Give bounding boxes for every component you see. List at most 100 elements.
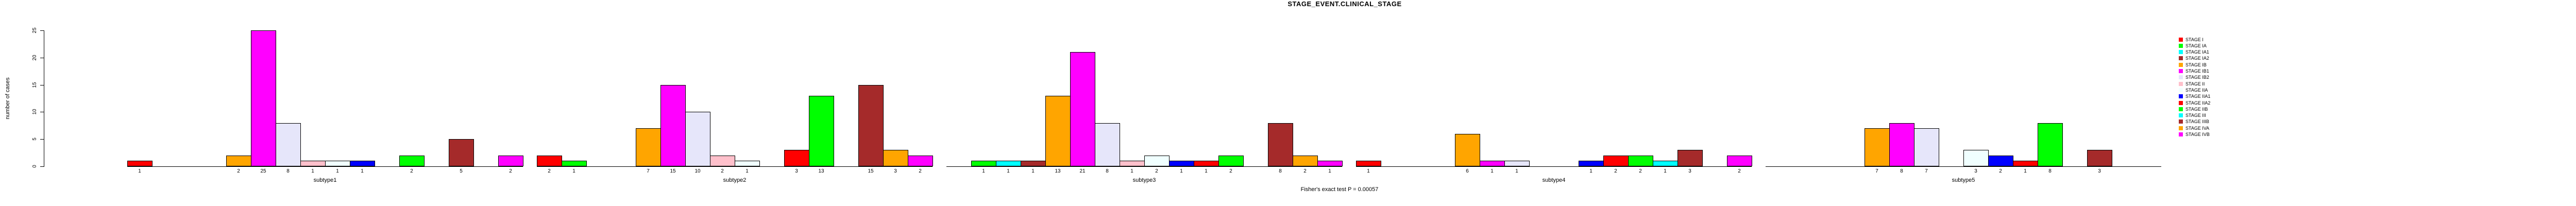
legend-item: STAGE IB <box>2179 61 2207 68</box>
bar <box>276 123 301 166</box>
bar <box>883 150 908 166</box>
bar-count-label: 3 <box>1974 168 1977 174</box>
bar <box>1914 128 1939 166</box>
bar <box>735 161 760 166</box>
bar-count-label: 1 <box>1490 168 1494 174</box>
legend-item: STAGE IIIB <box>2179 118 2209 125</box>
bar-count-label: 1 <box>336 168 339 174</box>
bar <box>127 161 152 166</box>
bar <box>498 156 523 166</box>
legend-swatch <box>2179 94 2183 99</box>
legend-swatch <box>2179 50 2183 55</box>
legend-label: STAGE I <box>2185 37 2204 42</box>
bar <box>1356 161 1381 166</box>
bar <box>1317 161 1343 166</box>
bar-count-label: 13 <box>818 168 824 174</box>
legend-label: STAGE IA <box>2185 43 2207 48</box>
bar <box>660 85 686 166</box>
bar <box>251 30 276 166</box>
legend-swatch <box>2179 119 2183 124</box>
group-label: subtype3 <box>1132 177 1156 183</box>
x-axis-line <box>1356 166 1752 167</box>
bar <box>562 161 587 166</box>
bar <box>399 156 425 166</box>
group-label: subtype4 <box>1542 177 1566 183</box>
bar-count-label: 7 <box>1925 168 1928 174</box>
legend-swatch <box>2179 37 2183 42</box>
bar <box>2038 123 2063 166</box>
legend-item: STAGE II <box>2179 80 2205 87</box>
bar <box>908 156 933 166</box>
legend-label: STAGE IB2 <box>2185 75 2209 80</box>
bar-count-label: 25 <box>260 168 266 174</box>
bar-count-label: 2 <box>1999 168 2002 174</box>
bar-count-label: 1 <box>1031 168 1035 174</box>
legend-item: STAGE I <box>2179 36 2204 43</box>
legend-swatch <box>2179 100 2183 105</box>
legend-label: STAGE IA2 <box>2185 56 2209 61</box>
group-label: subtype5 <box>1952 177 1975 183</box>
bar <box>858 85 884 166</box>
bar-count-label: 10 <box>694 168 701 174</box>
bar <box>1504 161 1530 166</box>
legend-label: STAGE IIA1 <box>2185 94 2211 99</box>
legend-item: STAGE IA1 <box>2179 49 2209 56</box>
bar <box>1070 52 1095 166</box>
bar-count-label: 2 <box>919 168 922 174</box>
legend-swatch <box>2179 126 2183 130</box>
bar-count-label: 1 <box>2024 168 2027 174</box>
legend-swatch <box>2179 113 2183 118</box>
bar-count-label: 6 <box>1466 168 1469 174</box>
bar-count-label: 1 <box>1515 168 1518 174</box>
bar-count-label: 8 <box>1106 168 1109 174</box>
bar-count-label: 2 <box>1155 168 1158 174</box>
bar-count-label: 1 <box>1589 168 1592 174</box>
bar-count-label: 7 <box>1875 168 1878 174</box>
bar <box>2087 150 2112 166</box>
legend-label: STAGE IVB <box>2185 132 2210 137</box>
bar-count-label: 21 <box>1079 168 1086 174</box>
x-axis-line <box>127 166 523 167</box>
bar-count-label: 8 <box>1279 168 1282 174</box>
legend-swatch <box>2179 62 2183 67</box>
bar-count-label: 2 <box>1639 168 1642 174</box>
bar <box>1727 156 1752 166</box>
y-tick <box>40 139 44 140</box>
bar-count-label: 2 <box>237 168 240 174</box>
bar <box>784 150 809 166</box>
bar-count-label: 3 <box>795 168 798 174</box>
bar-count-label: 1 <box>311 168 314 174</box>
bar-count-label: 1 <box>572 168 575 174</box>
bar <box>1095 123 1120 166</box>
bar-count-label: 1 <box>982 168 985 174</box>
bar-count-label: 8 <box>286 168 290 174</box>
legend-label: STAGE IVA <box>2185 125 2210 131</box>
legend-item: STAGE IA2 <box>2179 55 2209 62</box>
x-axis-line <box>1766 166 2161 167</box>
group-label: subtype2 <box>723 177 747 183</box>
legend-swatch <box>2179 43 2183 48</box>
legend-item: STAGE IB2 <box>2179 74 2209 81</box>
bar-count-label: 1 <box>138 168 141 174</box>
bar-count-label: 2 <box>1229 168 1232 174</box>
legend-label: STAGE IIA <box>2185 87 2208 93</box>
legend-label: STAGE III <box>2185 113 2206 118</box>
legend-label: STAGE IA1 <box>2185 49 2209 55</box>
legend-item: STAGE III <box>2179 112 2206 119</box>
bar-count-label: 1 <box>1664 168 1667 174</box>
legend-swatch <box>2179 132 2183 136</box>
bar-count-label: 15 <box>868 168 874 174</box>
y-tick <box>40 166 44 167</box>
bar-count-label: 3 <box>1688 168 1691 174</box>
bar-count-label: 2 <box>721 168 724 174</box>
bar-count-label: 1 <box>1007 168 1010 174</box>
legend-label: STAGE IIB <box>2185 106 2208 112</box>
bar-count-label: 1 <box>1205 168 1208 174</box>
legend-item: STAGE IIA2 <box>2179 99 2210 106</box>
bar-count-label: 1 <box>1328 168 1331 174</box>
bar-count-label: 2 <box>410 168 413 174</box>
bar-count-label: 8 <box>2048 168 2052 174</box>
